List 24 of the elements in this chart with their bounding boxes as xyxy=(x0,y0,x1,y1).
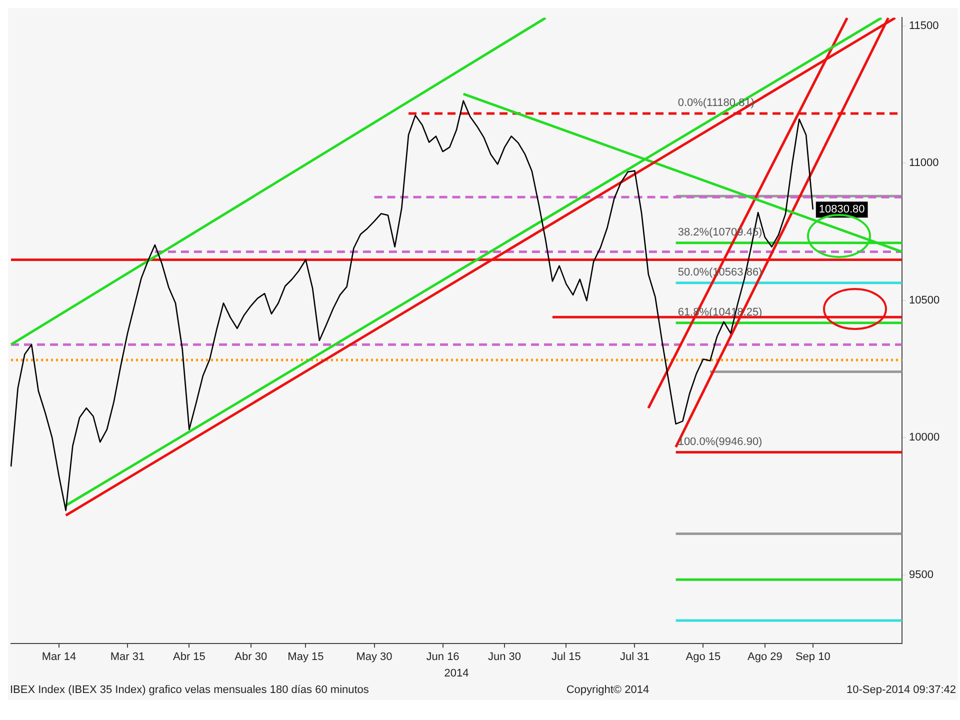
x-tick-label: Jul 15 xyxy=(551,651,581,664)
x-tick-label: Jul 31 xyxy=(620,651,650,664)
text: IBEX Index (IBEX 35 Index) grafico velas mensuales 180 días 60 minutos xyxy=(10,684,369,696)
annotation: 100.0%(9946.90) xyxy=(678,436,762,448)
y-tick-label: 11500 xyxy=(909,20,939,32)
x-tick-label: Mar 31 xyxy=(110,651,145,664)
y-tick-label: 11000 xyxy=(909,157,939,170)
x-tick-label: Ago 29 xyxy=(747,651,782,664)
text: 10-Sep-2014 09:37:42 xyxy=(846,684,956,696)
x-tick-label: Ago 15 xyxy=(686,651,721,664)
x-tick-label: May 15 xyxy=(288,651,324,664)
y-tick-label: 10500 xyxy=(909,294,940,306)
x-tick-label: May 30 xyxy=(356,651,392,664)
x-tick-label: Mar 14 xyxy=(42,651,76,664)
x-tick-label: Jun 30 xyxy=(488,651,521,664)
x-tick-label: Abr 15 xyxy=(172,651,206,664)
x-tick-label: Jun 16 xyxy=(426,651,460,664)
y-tick-label: 9500 xyxy=(909,568,934,581)
text: Copyright© 2014 xyxy=(566,684,650,696)
x-axis-title: 2014 xyxy=(444,667,469,680)
y-tick-label: 10000 xyxy=(909,432,940,444)
x-tick-label: Abr 30 xyxy=(234,651,268,664)
x-tick-label: Sep 10 xyxy=(795,651,830,664)
data-label: 10830.80 xyxy=(818,204,865,216)
